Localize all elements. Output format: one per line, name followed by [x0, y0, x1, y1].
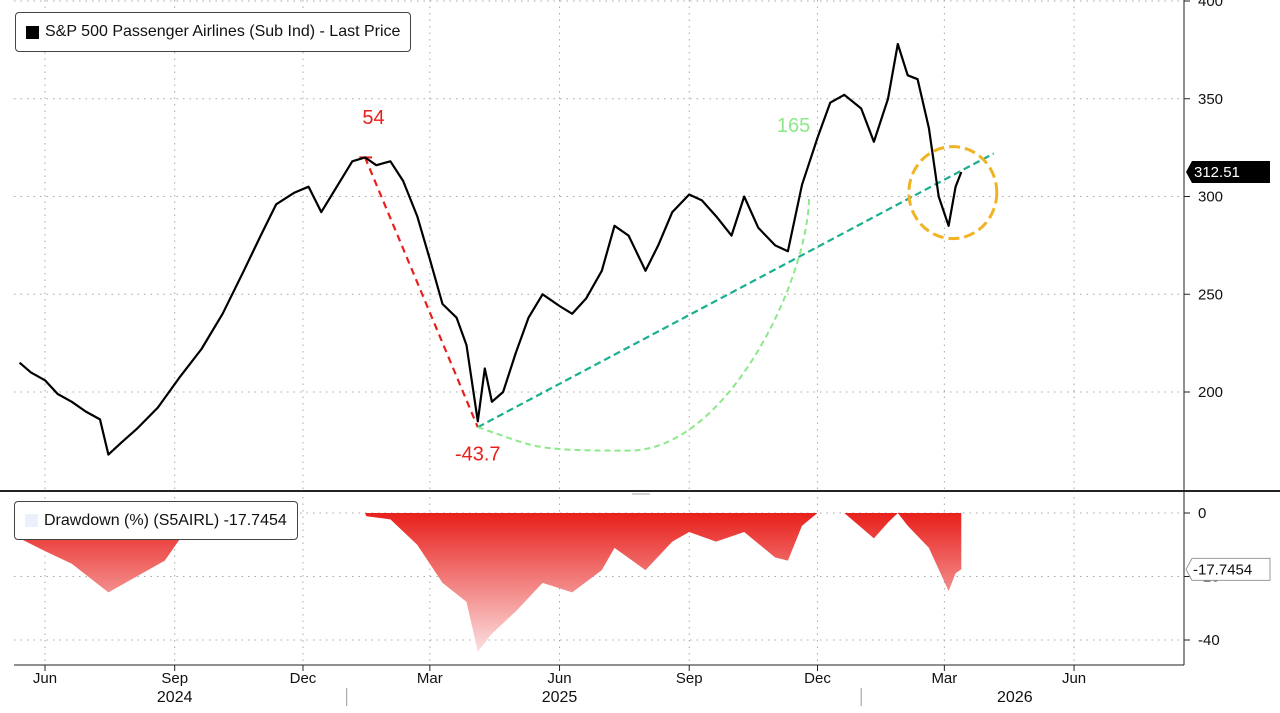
legend-swatch-pale — [25, 514, 38, 527]
drawdown-annotation-line — [363, 156, 479, 428]
drawdown-panel — [19, 513, 962, 652]
x-axis: Jun Sep Dec Mar Jun Sep Dec Mar Jun 2024 2025 2026 — [33, 665, 1086, 706]
x-month-label: Jun — [1062, 670, 1086, 687]
last-price-label: 312.51 — [1194, 164, 1240, 181]
x-month-label: Jun — [33, 670, 57, 687]
annotation-label: 165 — [777, 115, 810, 137]
x-month-label: Dec — [290, 670, 317, 687]
last-drawdown-tag — [1185, 557, 1271, 581]
y-tick-label: 400 — [1198, 0, 1223, 10]
x-year-label: 2024 — [157, 689, 193, 706]
highlight-circle — [907, 145, 999, 241]
price-legend: S&P 500 Passenger Airlines (Sub Ind) - L… — [15, 12, 412, 52]
recovery-arc — [477, 196, 811, 452]
annotation-label: 54 — [362, 107, 384, 129]
y-tick-label: 300 — [1198, 189, 1223, 206]
last-price-tag — [1186, 161, 1270, 184]
legend-swatch-black — [26, 25, 39, 39]
y-tick-label: 200 — [1198, 384, 1223, 401]
y-tick-label: 250 — [1198, 286, 1223, 303]
x-month-label: Mar — [931, 670, 957, 687]
drawdown-legend-label: Drawdown (%) (S5AIRL) -17.7454 — [44, 511, 287, 529]
price-panel — [18, 42, 963, 456]
x-month-label: Mar — [417, 670, 443, 687]
last-drawdown-label: -17.7454 — [1193, 561, 1252, 578]
x-year-label: 2026 — [997, 689, 1033, 706]
trendline — [477, 152, 995, 429]
x-month-label: Jun — [547, 670, 571, 687]
price-legend-label: S&P 500 Passenger Airlines (Sub Ind) - L… — [45, 23, 401, 40]
axis-frame — [0, 0, 1280, 666]
x-month-label: Sep — [676, 670, 703, 687]
x-month-label: Sep — [161, 670, 188, 687]
drawdown-legend: Drawdown (%) (S5AIRL) -17.7454 — [14, 501, 298, 540]
y-tick-label: -40 — [1198, 632, 1220, 649]
annotation-label: -43.7 — [455, 443, 501, 465]
y-tick-label: 0 — [1198, 505, 1206, 522]
annotations — [359, 145, 999, 452]
drawdown-area — [19, 513, 962, 652]
x-month-label: Dec — [804, 670, 831, 687]
price-line — [18, 42, 963, 456]
x-year-label: 2025 — [542, 689, 578, 706]
y-tick-label: 350 — [1198, 91, 1223, 108]
annotation-labels: 54 -43.7 165 — [362, 107, 810, 465]
